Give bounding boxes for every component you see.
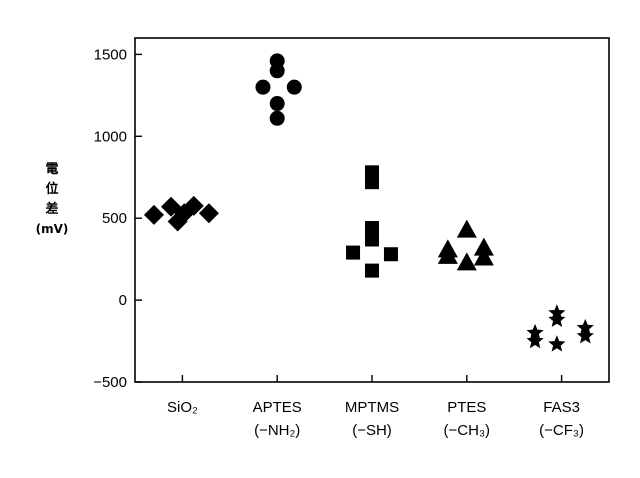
triangle-point (474, 248, 494, 266)
x-tick-sublabel: (−NH₂) (254, 422, 300, 439)
star-point (548, 311, 565, 327)
x-tick-label: APTES (253, 399, 302, 416)
y-tick-label: 1500 (94, 46, 127, 63)
y-tick-label: −500 (93, 374, 127, 391)
circle-point (270, 111, 285, 126)
x-tick-label: MPTMS (345, 399, 399, 416)
square-point (365, 264, 379, 278)
y-tick-label: 0 (119, 292, 127, 309)
x-tick-sublabel: (−SH) (352, 422, 392, 439)
circle-point (270, 63, 285, 78)
y-axis-label-line: (mV) (32, 222, 72, 236)
square-point (365, 175, 379, 189)
x-tick-sublabel: (−CH₃) (444, 422, 491, 439)
x-tick-label: PTES (447, 399, 486, 416)
square-point (346, 246, 360, 260)
star-point (548, 335, 565, 351)
triangle-point (457, 220, 477, 238)
x-tick-label: SiO₂ (167, 399, 198, 416)
x-tick-label: FAS3 (543, 399, 580, 416)
square-point (365, 232, 379, 246)
y-axis-label-line: 差 (32, 198, 72, 217)
y-axis-label-line: 位 (32, 178, 72, 197)
star-point (577, 327, 594, 343)
star-point (527, 332, 544, 348)
triangle-point (457, 252, 477, 270)
y-axis-label-line: 電 (32, 158, 72, 177)
data-points (144, 53, 594, 351)
x-tick-sublabel: (−CF₃) (539, 422, 584, 439)
circle-point (270, 96, 285, 111)
y-tick-label: 1000 (94, 128, 127, 145)
diamond-point (144, 205, 164, 225)
square-point (384, 247, 398, 261)
circle-point (255, 80, 270, 95)
circle-point (287, 80, 302, 95)
y-tick-label: 500 (102, 210, 127, 227)
x-axis: SiO₂ APTES (−NH₂) MPTMS (−SH) PTES (−CH₃) FAS3 (… (167, 375, 584, 439)
